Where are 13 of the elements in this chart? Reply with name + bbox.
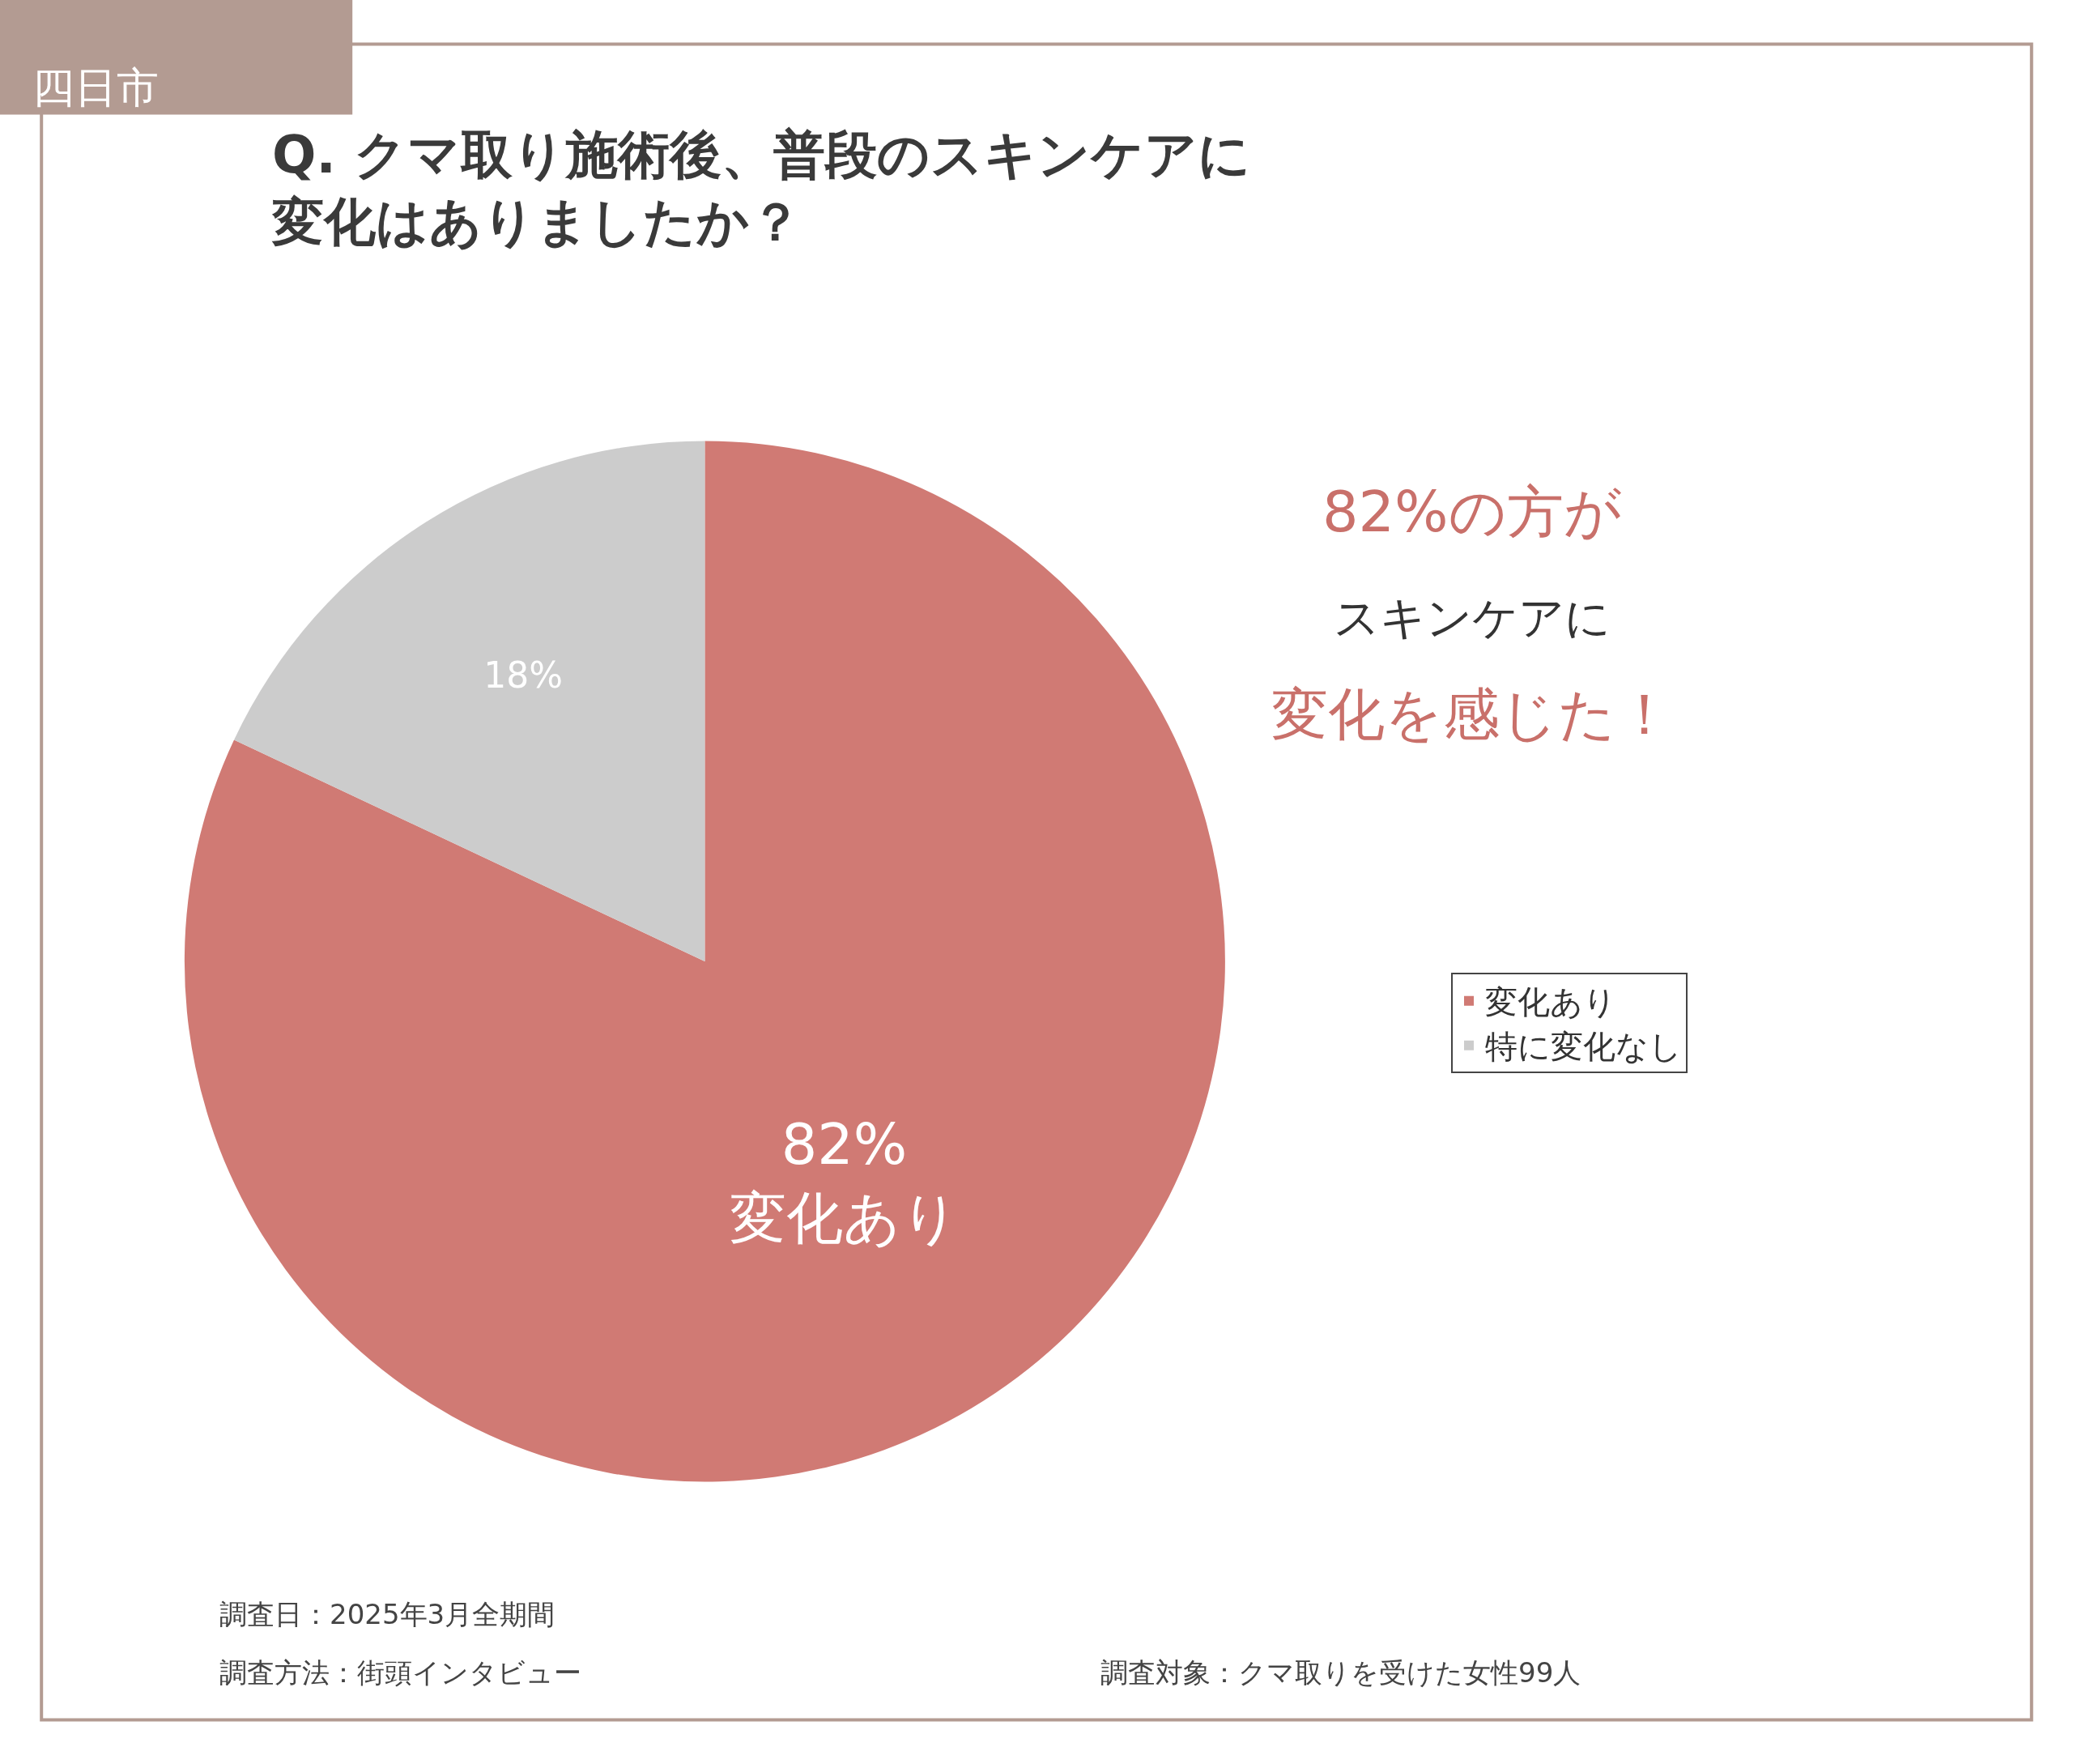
text: 調査方法：街頭インタビュー xyxy=(219,1656,581,1689)
pie-slice xyxy=(234,441,705,962)
pie-slice xyxy=(185,441,1225,1481)
legend-label: 特に変化なし xyxy=(1485,1028,1682,1066)
text: 変化を感じた！ xyxy=(1271,681,1673,748)
data-label: 82% 変化あり xyxy=(729,1110,960,1251)
text: スキンケアに xyxy=(1334,591,1611,644)
chart-title: Q. クマ取り施術後、普段のスキンケアに変化はありましたか？ xyxy=(271,125,1251,253)
text: 調査対象：クマ取りを受けた女性99人 xyxy=(1100,1656,1581,1689)
legend-label: 変化あり xyxy=(1485,983,1616,1021)
text: 調査日：2025年3月全期間 xyxy=(219,1598,555,1630)
text: 四日市 xyxy=(32,63,159,112)
text: 82%の方が xyxy=(1322,479,1622,545)
